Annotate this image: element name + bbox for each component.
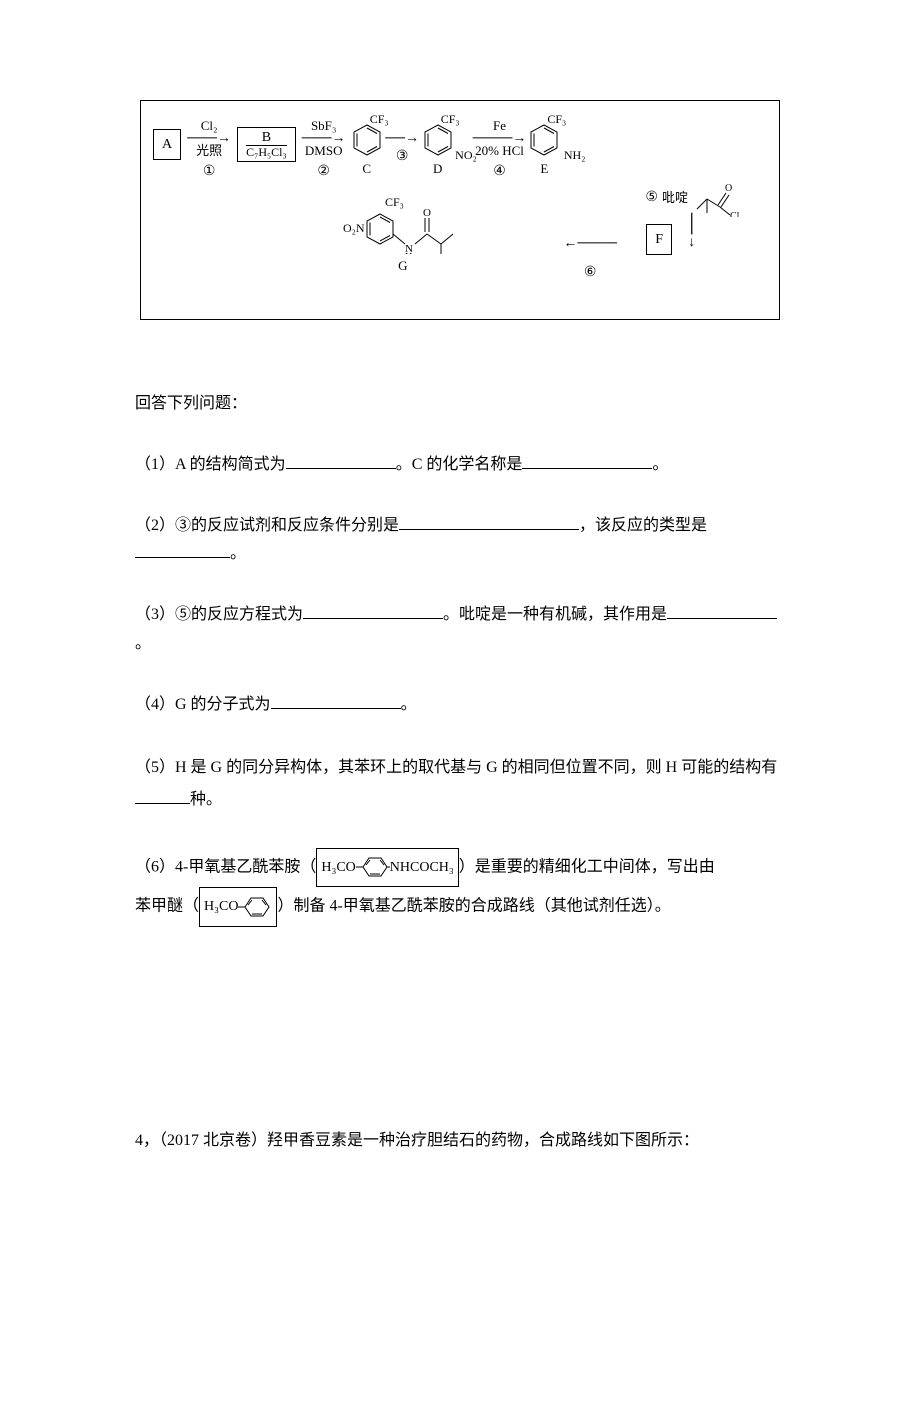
arrow-2: SbF₃ ───→ DMSO ②	[299, 119, 349, 184]
blank-field[interactable]	[303, 601, 443, 619]
q4-prefix: （4）G 的分子式为	[135, 696, 271, 713]
scheme-row-1: A Cl₂ ───→ 光照 ① B C₇H₅Cl₃ SbF₃ ───→ DMSO…	[153, 119, 767, 184]
step-1-label: ①	[203, 159, 216, 184]
arrow-1-condition: 光照	[196, 144, 222, 158]
compound-g-structure: O₂N CF₃ N H O	[343, 204, 463, 277]
q5-end: 种。	[190, 791, 222, 808]
compound-e-structure: CF₃ NH₂ E	[529, 123, 559, 180]
step-2-label: ②	[317, 159, 330, 184]
cf3-label: CF₃	[441, 109, 460, 131]
question-1: （1）A 的结构简式为 。C 的化学名称是 。	[135, 451, 785, 480]
benzene-ring-icon	[356, 853, 390, 881]
intro-text: 回答下列问题：	[135, 390, 785, 419]
q2-end: 。	[230, 545, 246, 562]
arrow-line: ──→	[385, 133, 419, 144]
blank-field[interactable]	[286, 451, 396, 469]
compound-c-structure: CF₃ C	[352, 123, 382, 180]
question-2: （2）③的反应试剂和反应条件分别是 ，该反应的类型是。	[135, 512, 785, 570]
blank-field[interactable]	[271, 691, 401, 709]
acyl-chloride-icon: O Cl	[692, 179, 742, 217]
compound-b-letter: B	[246, 130, 287, 145]
blank-field[interactable]	[667, 601, 777, 619]
cf3-label: CF₃	[370, 109, 389, 131]
benzene-ring-icon	[365, 212, 395, 246]
arrow-1: Cl₂ ───→ 光照 ①	[184, 119, 234, 184]
problem-4-heading: 4，（2017 北京卷）羟甲香豆素是一种治疗胆结石的药物，合成路线如下图所示：	[135, 1127, 785, 1156]
q5-prefix: （5）H 是 G 的同分异构体，其苯环上的取代基与 G 的相同但位置不同，则 H…	[135, 759, 777, 776]
step-6-label: ⑥	[584, 260, 597, 285]
q6-mid: ）是重要的精细化工中间体，写出由	[459, 858, 715, 875]
formula-left: H₃CO	[321, 851, 355, 885]
q1-end: 。	[652, 456, 668, 473]
compound-c-label: C	[362, 157, 371, 180]
q2-prefix: （2）③的反应试剂和反应条件分别是	[135, 517, 399, 534]
cf3-label: CF₃	[385, 192, 404, 214]
step-5-label: ⑤	[645, 185, 658, 210]
q4-end: 。	[401, 696, 417, 713]
nh2-label: NH₂	[564, 145, 586, 167]
q1-prefix: （1）A 的结构简式为	[135, 456, 286, 473]
benzene-ring-icon	[238, 893, 272, 921]
q6-prefix: （6）4-甲氧基乙酰苯胺（	[135, 858, 316, 875]
arrow-3: ──→ ③	[385, 133, 420, 169]
compound-g-label: G	[343, 254, 463, 277]
inline-structure-1: H₃CO NHCOCH₃	[316, 848, 458, 888]
questions-area: 回答下列问题： （1）A 的结构简式为。C 的化学名称是。 （2）③的反应试剂和…	[135, 390, 785, 1156]
no2-label: NO₂	[455, 145, 477, 167]
arrow-2-condition: DMSO	[305, 144, 343, 158]
step-4-label: ④	[493, 159, 506, 184]
question-6: （6）4-甲氧基乙酰苯胺（ H₃CO NHCOCH₃ ）是重要的精细化工中间体，…	[135, 848, 785, 927]
blank-field[interactable]	[399, 512, 579, 530]
arrow-5-block: ⑤ 吡啶 O Cl │ ↓	[641, 179, 742, 255]
cf3-label: CF₃	[547, 109, 566, 131]
blank-field[interactable]	[135, 786, 190, 804]
inline-structure-2: H₃CO	[199, 887, 277, 927]
reaction-scheme: A Cl₂ ───→ 光照 ① B C₇H₅Cl₃ SbF₃ ───→ DMSO…	[140, 100, 780, 320]
q3-mid: 。吡啶是一种有机碱，其作用是	[443, 606, 667, 623]
compound-b-box: B C₇H₅Cl₃	[237, 127, 296, 163]
svg-text:Cl: Cl	[730, 211, 740, 217]
q1-mid: 。C 的化学名称是	[396, 456, 523, 473]
arrow-4: Fe ────→ 20% HCl ④	[473, 119, 527, 184]
formula-right: NHCOCH₃	[390, 851, 454, 885]
svg-text:O: O	[423, 207, 431, 219]
blank-field[interactable]	[522, 451, 652, 469]
compound-a-box: A	[153, 129, 181, 160]
q2-mid: ，该反应的类型是	[579, 517, 707, 534]
pyridine-label: 吡啶	[662, 186, 688, 209]
arrow-line: ←────	[563, 236, 617, 251]
q3-end: 。	[135, 635, 151, 652]
question-3: （3）⑤的反应方程式为 。吡啶是一种有机碱，其作用是。	[135, 601, 785, 659]
question-5: （5）H 是 G 的同分异构体，其苯环上的取代基与 G 的相同但位置不同，则 H…	[135, 752, 785, 816]
step-3-label: ③	[396, 144, 409, 169]
blank-field[interactable]	[135, 540, 230, 558]
arrow-6: ←──── ⑥	[563, 229, 617, 287]
q6-line2-prefix: 苯甲醚（	[135, 898, 199, 915]
compound-d-label: D	[433, 157, 442, 180]
o2n-label: O₂N	[343, 218, 365, 240]
q6-line2-end: ）制备 4-甲氧基乙酰苯胺的合成路线（其他试剂任选）。	[277, 898, 670, 915]
compound-b-formula: C₇H₅Cl₃	[246, 145, 287, 159]
formula-left: H₃CO	[204, 890, 238, 924]
arrow-4-condition: 20% HCl	[475, 144, 524, 158]
q3-prefix: （3）⑤的反应方程式为	[135, 606, 303, 623]
question-4-sub: （4）G 的分子式为 。	[135, 691, 785, 720]
compound-d-structure: CF₃ NO₂ D	[423, 123, 453, 180]
svg-text:O: O	[725, 183, 732, 194]
compound-e-label: E	[540, 157, 548, 180]
